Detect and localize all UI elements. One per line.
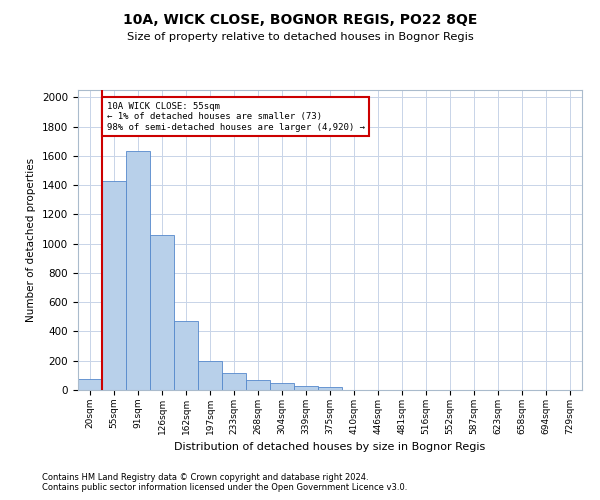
Text: Contains public sector information licensed under the Open Government Licence v3: Contains public sector information licen… bbox=[42, 484, 407, 492]
Text: 10A WICK CLOSE: 55sqm
← 1% of detached houses are smaller (73)
98% of semi-detac: 10A WICK CLOSE: 55sqm ← 1% of detached h… bbox=[107, 102, 365, 132]
Bar bbox=[318, 387, 342, 390]
Text: Size of property relative to detached houses in Bognor Regis: Size of property relative to detached ho… bbox=[127, 32, 473, 42]
Text: 10A, WICK CLOSE, BOGNOR REGIS, PO22 8QE: 10A, WICK CLOSE, BOGNOR REGIS, PO22 8QE bbox=[123, 12, 477, 26]
Bar bbox=[270, 384, 294, 390]
Bar bbox=[174, 321, 198, 390]
Bar bbox=[150, 235, 174, 390]
Bar bbox=[102, 180, 126, 390]
Bar bbox=[246, 380, 270, 390]
Bar bbox=[198, 360, 222, 390]
Bar bbox=[294, 386, 318, 390]
Text: Contains HM Land Registry data © Crown copyright and database right 2024.: Contains HM Land Registry data © Crown c… bbox=[42, 474, 368, 482]
Bar bbox=[78, 380, 102, 390]
Bar bbox=[222, 373, 246, 390]
Y-axis label: Number of detached properties: Number of detached properties bbox=[26, 158, 37, 322]
X-axis label: Distribution of detached houses by size in Bognor Regis: Distribution of detached houses by size … bbox=[175, 442, 485, 452]
Bar bbox=[126, 152, 150, 390]
